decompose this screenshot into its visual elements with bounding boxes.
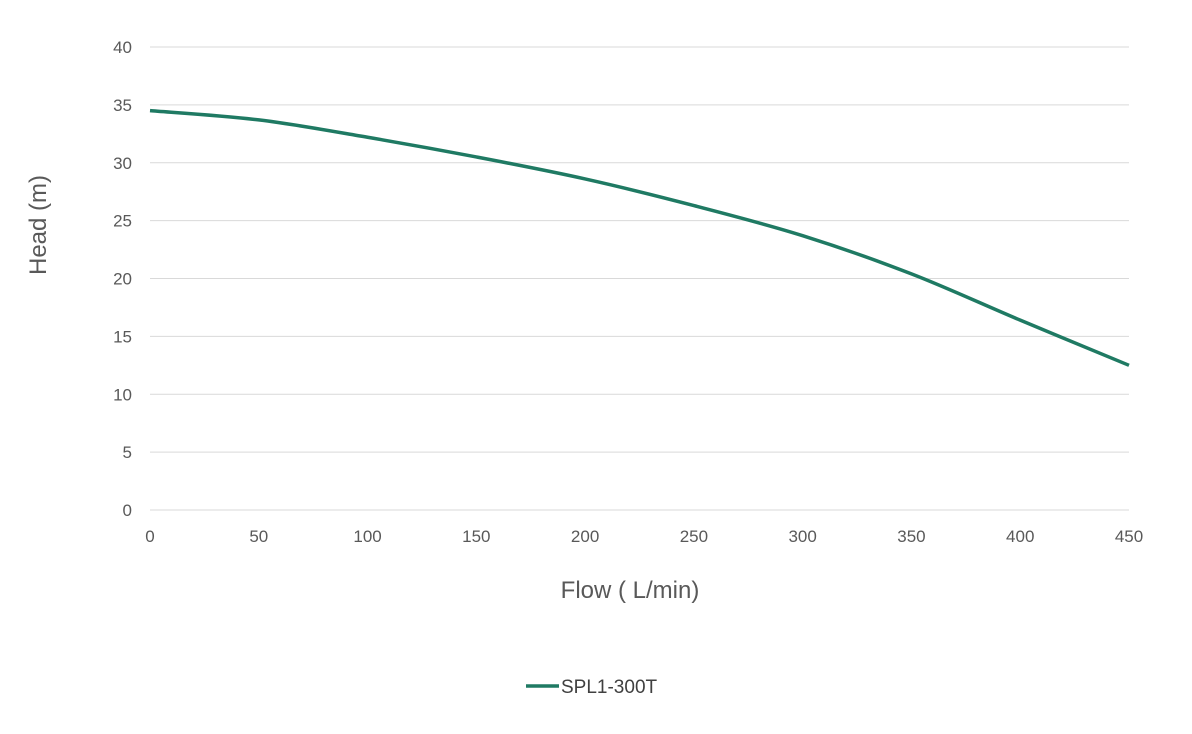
x-tick-label: 100 bbox=[353, 527, 381, 546]
x-axis-title: Flow ( L/min) bbox=[561, 577, 700, 604]
x-tick-label: 150 bbox=[462, 527, 490, 546]
y-tick-label: 35 bbox=[113, 96, 132, 115]
legend-label: SPL1-300T bbox=[561, 677, 658, 698]
series-line-0 bbox=[149, 108, 1130, 367]
x-tick-label: 350 bbox=[897, 527, 925, 546]
y-tick-label: 25 bbox=[113, 212, 132, 231]
y-axis-title: Head (m) bbox=[25, 175, 52, 275]
x-tick-label: 400 bbox=[1006, 527, 1034, 546]
series-lines bbox=[149, 108, 1130, 367]
x-tick-label: 450 bbox=[1115, 527, 1143, 546]
y-tick-label: 15 bbox=[113, 327, 132, 346]
legend: SPL1-300T bbox=[526, 677, 658, 698]
y-tick-label: 5 bbox=[123, 443, 132, 462]
y-tick-label: 40 bbox=[113, 38, 132, 57]
y-tick-label: 10 bbox=[113, 385, 132, 404]
x-tick-labels: 0 50 100 150 200 250 300 350 400 450 bbox=[145, 527, 1143, 546]
y-tick-label: 30 bbox=[113, 154, 132, 173]
gridlines bbox=[150, 46, 1129, 511]
x-tick-label: 50 bbox=[249, 527, 268, 546]
x-tick-label: 0 bbox=[145, 527, 154, 546]
x-tick-label: 250 bbox=[680, 527, 708, 546]
y-tick-labels: 0 5 10 15 20 25 30 35 40 bbox=[113, 38, 132, 520]
y-tick-label: 0 bbox=[123, 501, 132, 520]
x-tick-label: 300 bbox=[788, 527, 816, 546]
x-tick-label: 200 bbox=[571, 527, 599, 546]
y-tick-label: 20 bbox=[113, 270, 132, 289]
